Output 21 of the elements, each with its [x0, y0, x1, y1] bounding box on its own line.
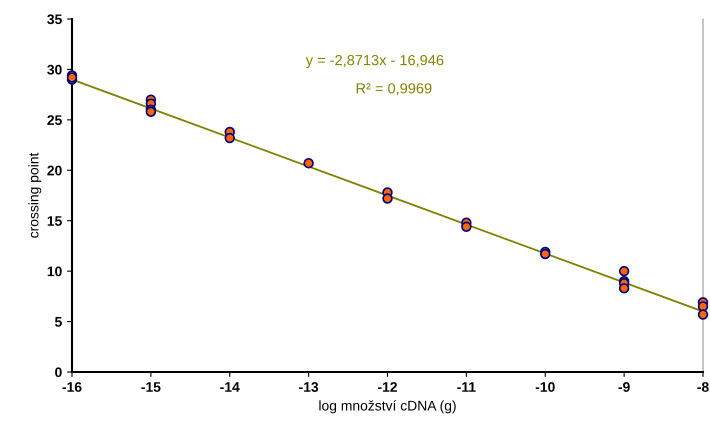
y-tick-label: 35 — [47, 14, 62, 24]
x-tick-label: -8 — [697, 382, 709, 392]
y-tick-label: 15 — [48, 216, 62, 226]
y-tick-label: 0 — [55, 367, 62, 378]
annotation: R² = 0,9969 — [356, 83, 432, 96]
x-tick-label: -15 — [141, 382, 161, 392]
x-tick-label: -13 — [299, 382, 318, 392]
x-tick-label: -14 — [220, 382, 240, 392]
x-tick-label: -10 — [536, 382, 555, 392]
y-tick-label: 20 — [47, 166, 62, 176]
y-tick-label: 30 — [47, 64, 62, 75]
x-axis-title: log množství cDNA (g) — [319, 400, 456, 414]
y-tick-label: 5 — [54, 317, 62, 327]
x-tick-label: -11 — [457, 382, 476, 392]
x-tick-label: -16 — [62, 382, 82, 392]
y-axis-title: crossing point — [28, 152, 42, 238]
y-tick-label: 10 — [48, 266, 62, 276]
x-tick-label: -9 — [618, 382, 630, 392]
y-tick-label: 25 — [47, 115, 62, 126]
annotation: y = -2,8713x - 16,946 — [306, 54, 444, 68]
x-tick-label: -12 — [378, 382, 397, 392]
